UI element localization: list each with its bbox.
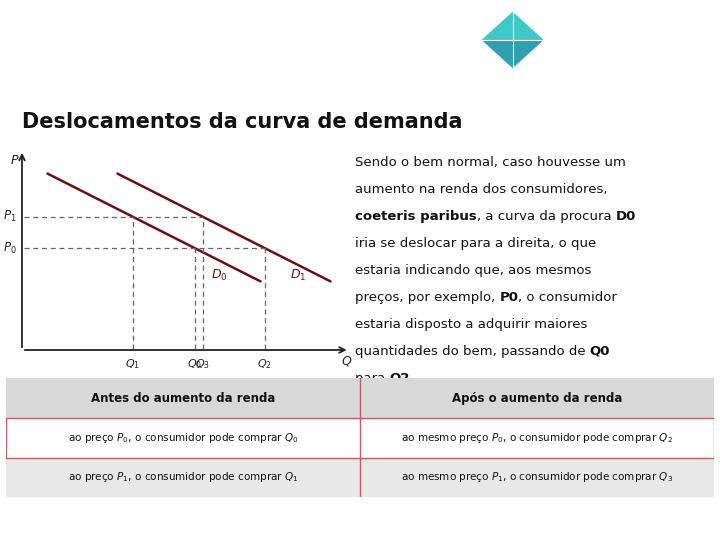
Text: estaria disposto a adquirir maiores: estaria disposto a adquirir maiores <box>355 318 588 331</box>
Text: $Q_1$: $Q_1$ <box>125 357 140 371</box>
Text: .: . <box>410 372 414 385</box>
Polygon shape <box>481 40 544 69</box>
Text: , a curva da procura: , a curva da procura <box>477 210 616 223</box>
Text: $D_0$: $D_0$ <box>211 268 228 283</box>
Text: Q2: Q2 <box>390 372 410 385</box>
Bar <box>6 378 714 419</box>
Text: $Q_0$: $Q_0$ <box>187 357 202 371</box>
Text: , o consumidor: , o consumidor <box>518 291 617 304</box>
Text: quantidades do bem, passando de: quantidades do bem, passando de <box>355 345 590 358</box>
Text: iria se deslocar para a direita, o que: iria se deslocar para a direita, o que <box>355 237 596 250</box>
Text: $Q_2$: $Q_2$ <box>257 357 272 371</box>
Text: ao preço $P_1$, o consumidor pode comprar $Q_1$: ao preço $P_1$, o consumidor pode compra… <box>68 470 298 484</box>
Text: ao mesmo preço $P_1$, o consumidor pode comprar $Q_3$: ao mesmo preço $P_1$, o consumidor pode … <box>401 470 673 484</box>
Text: Análise Microeconômica: Análise Microeconômica <box>29 35 272 53</box>
Bar <box>6 457 714 497</box>
Text: preços, por exemplo,: preços, por exemplo, <box>355 291 500 304</box>
Text: estaria indicando que, aos mesmos: estaria indicando que, aos mesmos <box>355 264 591 277</box>
Text: aumento na renda dos consumidores,: aumento na renda dos consumidores, <box>355 183 608 196</box>
Text: Q0: Q0 <box>590 345 611 358</box>
Text: $P_1$: $P_1$ <box>4 209 17 224</box>
Text: $Q_3$: $Q_3$ <box>195 357 210 371</box>
Text: Deslocamentos da curva de demanda: Deslocamentos da curva de demanda <box>22 112 462 132</box>
Text: P: P <box>10 154 18 167</box>
Text: Antes do aumento da renda: Antes do aumento da renda <box>91 392 275 404</box>
Text: D0: D0 <box>616 210 636 223</box>
Text: Q: Q <box>341 355 351 368</box>
Text: P0: P0 <box>500 291 518 304</box>
Text: para: para <box>355 372 390 385</box>
Text: ao preço $P_0$, o consumidor pode comprar $Q_0$: ao preço $P_0$, o consumidor pode compra… <box>68 431 298 445</box>
Polygon shape <box>481 11 544 40</box>
Text: $D_1$: $D_1$ <box>290 268 307 283</box>
Text: Após o aumento da renda: Após o aumento da renda <box>452 392 622 404</box>
Text: ao mesmo preço $P_0$, o consumidor pode comprar $Q_2$: ao mesmo preço $P_0$, o consumidor pode … <box>401 431 673 445</box>
Text: coeteris paribus: coeteris paribus <box>355 210 477 223</box>
Text: Sendo o bem normal, caso houvesse um: Sendo o bem normal, caso houvesse um <box>355 156 626 169</box>
Text: $P_0$: $P_0$ <box>4 240 17 255</box>
Text: Estácio: Estácio <box>588 35 667 53</box>
